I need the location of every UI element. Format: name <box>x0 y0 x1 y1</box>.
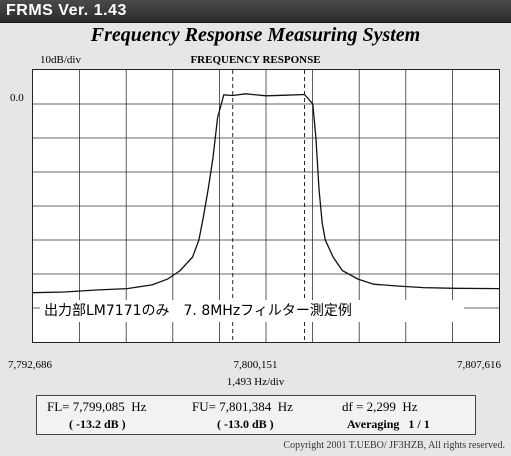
lower-cutoff-db: ( -13.2 dB ) <box>69 417 126 431</box>
graph-title: FREQUENCY RESPONSE <box>190 54 321 66</box>
frequency-response-plot <box>32 69 500 343</box>
stop-frequency-label: 7,807,616 <box>457 359 501 371</box>
response-trace <box>33 93 499 294</box>
copyright-notice: Copyright 2001 T.UEBO/ JF3HZB, All right… <box>283 440 505 451</box>
measurement-readout-panel: FL= 7,799,085 Hz FU= 7,801,384 Hz df = 2… <box>36 395 476 435</box>
reference-level-label: 0.0 <box>10 92 24 104</box>
upper-cutoff-db: ( -13.0 dB ) <box>217 417 274 431</box>
averaging-readout: Averaging 1 / 1 <box>347 417 430 431</box>
center-frequency-label: 7,800,151 <box>233 359 278 371</box>
app-title: FRMS Ver. 1.43 <box>6 2 127 19</box>
title-bar: FRMS Ver. 1.43 <box>0 0 511 23</box>
cutoff-markers <box>232 70 305 342</box>
measurement-annotation: 出力部LM7171のみ 7. 8MHzフィルター測定例 <box>40 300 464 322</box>
y-scale-label: 10dB/div <box>40 54 81 66</box>
lower-cutoff-readout: FL= 7,799,085 Hz <box>47 399 147 414</box>
upper-cutoff-readout: FU= 7,801,384 Hz <box>192 399 293 414</box>
start-frequency-label: 7,792,686 <box>8 359 52 371</box>
main-heading: Frequency Response Measuring System <box>90 24 421 46</box>
bandwidth-readout: df = 2,299 Hz <box>342 399 418 414</box>
frequency-span-label: 1,493 Hz/div <box>226 376 285 388</box>
